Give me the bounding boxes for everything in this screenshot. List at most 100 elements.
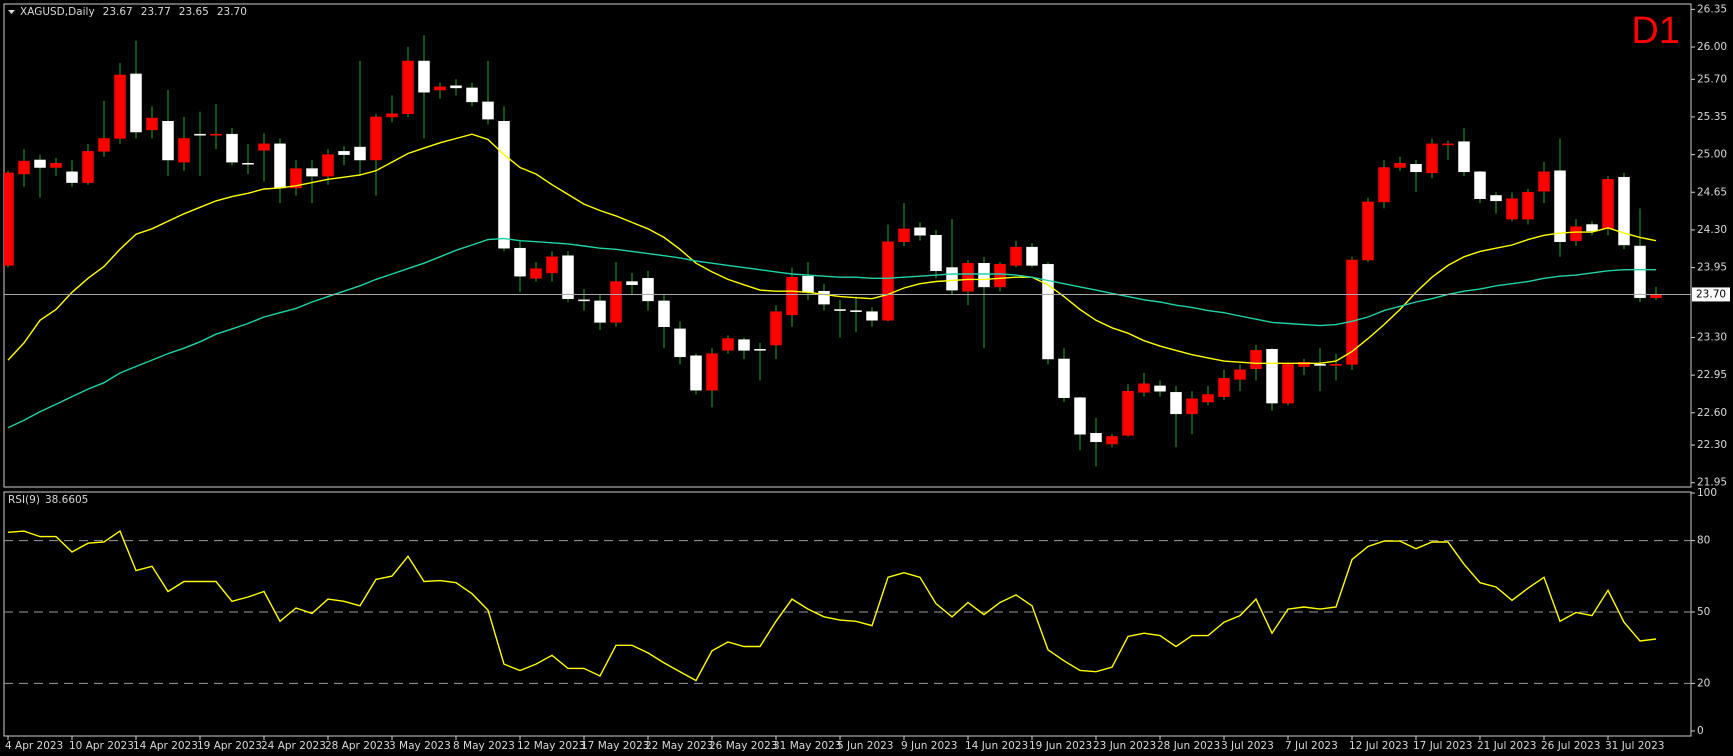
candle-body	[178, 138, 190, 163]
x-tick-label: 26 May 2023	[709, 740, 777, 752]
candle-body	[50, 162, 62, 168]
candle-body	[562, 255, 574, 299]
candle-body	[1378, 167, 1390, 203]
candle-body	[994, 264, 1006, 288]
x-tick-label: 14 Apr 2023	[133, 740, 198, 752]
candle-body	[818, 290, 830, 305]
candle-body	[82, 151, 94, 183]
candle-body	[706, 353, 718, 391]
candle-body	[34, 159, 46, 168]
candle-body	[530, 268, 542, 279]
candle-body	[1490, 195, 1502, 202]
candle-body	[242, 162, 254, 165]
candle-body	[1522, 192, 1534, 220]
x-tick-label: 12 May 2023	[517, 740, 585, 752]
x-tick-label: 3 May 2023	[389, 740, 451, 752]
x-tick-label: 24 Apr 2023	[261, 740, 326, 752]
candle-body	[450, 85, 462, 89]
candle-body	[578, 299, 590, 302]
candle-body	[1058, 358, 1070, 398]
y-tick-label: 26.00	[1697, 41, 1727, 53]
y-tick-label: 26.35	[1697, 3, 1727, 15]
candle-body	[498, 121, 510, 249]
x-tick-label: 4 Apr 2023	[5, 740, 63, 752]
candle-body	[690, 355, 702, 391]
moving-average	[7, 133, 1657, 364]
candle-body	[1314, 364, 1326, 366]
candle-body	[770, 311, 782, 346]
candle-body	[546, 256, 558, 274]
candle-body	[1090, 432, 1102, 443]
y-tick-label: 0	[1697, 725, 1704, 737]
candle-body	[1442, 143, 1454, 146]
candle-body	[1506, 198, 1518, 220]
candle-body	[466, 87, 478, 103]
axes: 26.35 26.00 25.70 25.35 25.00 24.65 24.30 23.95…	[4, 3, 1730, 752]
candle-body	[1634, 245, 1646, 298]
y-tick-label: 22.30	[1697, 439, 1727, 451]
candle-body	[402, 60, 414, 114]
x-tick-label: 10 Apr 2023	[69, 740, 134, 752]
y-tick-label: 25.00	[1697, 149, 1727, 161]
candle-body	[946, 267, 958, 291]
candle-body	[354, 146, 366, 161]
candle-body	[658, 300, 670, 327]
candle-body	[1026, 246, 1038, 266]
candle-body	[1234, 369, 1246, 380]
candle-body	[130, 73, 142, 133]
candle-body	[306, 168, 318, 177]
candle-body	[1346, 259, 1358, 365]
candle-body	[1570, 226, 1582, 241]
candle-body	[66, 171, 78, 183]
candle-body	[1074, 397, 1086, 435]
price-box	[1692, 287, 1730, 302]
x-tick-label: 19 Apr 2023	[197, 740, 262, 752]
candle-body	[1010, 246, 1022, 266]
candle-body	[1586, 224, 1598, 232]
x-tick-label: 14 Jun 2023	[965, 740, 1028, 752]
x-tick-label: 8 May 2023	[453, 740, 515, 752]
candle-body	[802, 275, 814, 293]
candle-body	[1266, 349, 1278, 404]
candle-body	[1282, 364, 1294, 404]
candle-body	[1042, 264, 1054, 360]
price-box-label: 23.70	[1696, 288, 1726, 300]
x-tick-label: 26 Jul 2023	[1541, 740, 1600, 752]
candle-body	[786, 276, 798, 316]
candle-body	[1122, 391, 1134, 436]
x-tick-label: 22 May 2023	[645, 740, 713, 752]
x-tick-label: 17 May 2023	[581, 740, 649, 752]
symbol: XAGUSD,Daily	[20, 6, 95, 18]
candle-body	[18, 160, 30, 175]
x-tick-label: 3 Jul 2023	[1221, 740, 1274, 752]
ohlc-low: 23.65	[179, 6, 209, 18]
x-tick-label: 28 Apr 2023	[325, 740, 390, 752]
y-tick-label: 20	[1697, 677, 1710, 689]
candle-body	[1138, 383, 1150, 393]
candle-body	[1426, 143, 1438, 174]
y-tick-label: 24.30	[1697, 224, 1727, 236]
y-tick-label: 23.95	[1697, 262, 1727, 274]
candle-body	[1218, 378, 1230, 397]
candle-body	[1202, 394, 1214, 403]
candle-body	[866, 311, 878, 321]
candle-body	[914, 227, 926, 236]
menu-triangle	[8, 10, 15, 14]
y-tick-label: 25.35	[1697, 111, 1727, 123]
indicator-value: 38.6605	[45, 494, 88, 506]
candle-body	[194, 133, 206, 136]
candle-body	[738, 339, 750, 351]
indicator-name: RSI(9)	[8, 494, 40, 506]
candle-body	[274, 143, 286, 189]
candle-body	[482, 101, 494, 120]
candle-body	[1554, 170, 1566, 242]
candle-body	[1394, 162, 1406, 168]
candle-body	[226, 133, 238, 163]
y-tick-label: 21.95	[1697, 477, 1727, 489]
x-tick-label: 28 Jun 2023	[1157, 740, 1220, 752]
moving-average	[7, 237, 1656, 429]
ohlc-open: 23.67	[103, 6, 133, 18]
x-tick-label: 5 Jun 2023	[837, 740, 893, 752]
